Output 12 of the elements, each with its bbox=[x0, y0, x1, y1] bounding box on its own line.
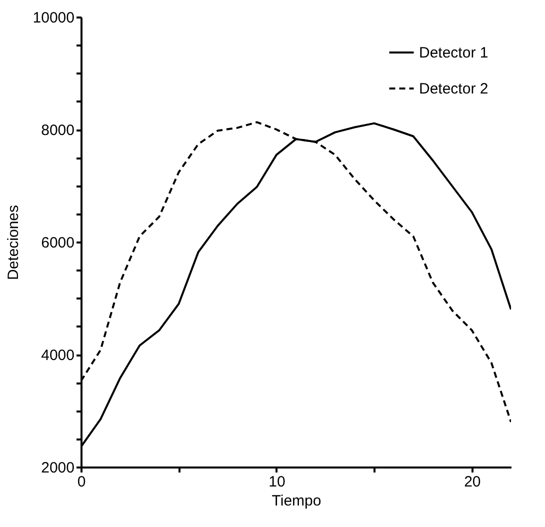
x-tick-label: 0 bbox=[77, 474, 86, 490]
x-tick-label: 10 bbox=[268, 474, 286, 490]
y-tick-label: 6000 bbox=[41, 234, 74, 252]
y-tick-label: 4000 bbox=[41, 347, 74, 364]
legend-label: Detector 2 bbox=[419, 80, 488, 98]
legend-label: Detector 1 bbox=[419, 44, 488, 62]
y-axis-title: Deteciones bbox=[4, 204, 22, 280]
x-axis-title: Tiempo bbox=[272, 492, 322, 510]
y-tick-label: 8000 bbox=[41, 122, 74, 139]
y-tick-label: 10000 bbox=[32, 10, 74, 26]
y-tick-label: 2000 bbox=[41, 460, 74, 476]
x-tick-label: 20 bbox=[464, 474, 481, 490]
